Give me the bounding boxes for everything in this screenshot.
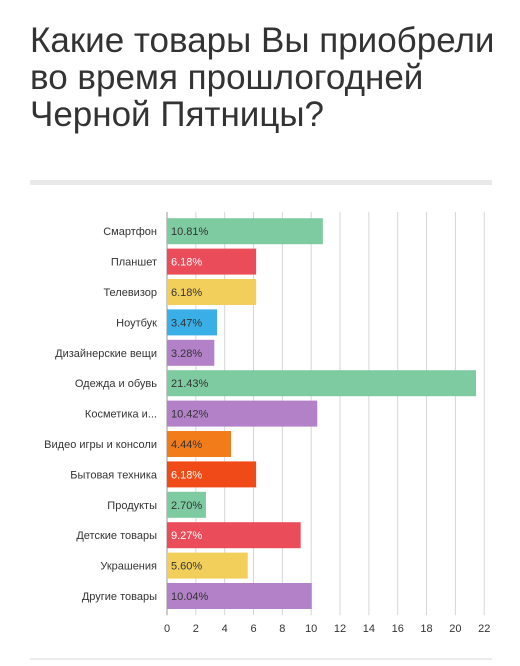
x-tick-label: 0	[164, 623, 170, 635]
x-tick-label: 20	[449, 623, 461, 635]
category-label: Продукты	[107, 500, 157, 512]
category-label: Ноутбук	[116, 317, 157, 329]
x-tick-label: 18	[420, 623, 432, 635]
bar	[167, 309, 218, 336]
category-label: Смартфон	[103, 226, 157, 238]
bar-value-label: 3.28%	[171, 348, 202, 360]
bar	[167, 461, 257, 488]
x-tick-label: 8	[279, 623, 285, 635]
category-label: Другие товары	[82, 591, 157, 603]
bar-value-label: 10.42%	[171, 409, 209, 421]
category-label: Детские товары	[76, 530, 157, 542]
bar	[167, 400, 318, 427]
bar	[167, 248, 257, 275]
category-label: Бытовая техника	[70, 469, 158, 481]
bar	[167, 522, 301, 549]
category-label: Одежда и обувь	[75, 378, 157, 390]
bars: 10.81% 6.18% 6.18% 3.47% 3.28% 21.43% 10.42% 4.…	[167, 218, 477, 609]
category-label: Украшения	[100, 561, 157, 573]
bar	[167, 339, 215, 366]
x-tick-label: 16	[392, 623, 404, 635]
bar	[167, 279, 257, 305]
bar-value-label: 9.27%	[171, 530, 202, 542]
bar-value-label: 4.44%	[171, 439, 202, 451]
x-tick-label: 14	[363, 623, 375, 635]
title-divider	[30, 180, 492, 185]
category-labels: Смартфон Планшет Телевизор Ноутбук Дизайнерс…	[44, 226, 158, 603]
page-title: Какие товары Вы приобрели во время прошл…	[30, 21, 495, 134]
bar-value-label: 5.60%	[171, 561, 202, 573]
bar-value-label: 10.81%	[171, 226, 209, 238]
bar-value-label: 21.43%	[171, 378, 209, 390]
bar	[167, 583, 312, 609]
bar	[167, 431, 232, 457]
x-tick-label: 12	[334, 623, 346, 635]
bar	[167, 491, 206, 518]
bar	[167, 370, 477, 397]
bar-chart: 10.81% 6.18% 6.18% 3.47% 3.28% 21.43% 10.42% 4.…	[44, 212, 490, 635]
category-label: Косметика и...	[85, 409, 157, 421]
bar	[167, 218, 323, 245]
bar-value-label: 6.18%	[171, 469, 202, 481]
category-label: Видео игры и консоли	[44, 439, 157, 451]
category-label: Планшет	[111, 257, 157, 269]
x-tick-label: 2	[193, 623, 199, 635]
x-tick-label: 10	[305, 623, 317, 635]
x-tick-label: 4	[222, 623, 228, 635]
bar-value-label: 6.18%	[171, 287, 202, 299]
x-tick-label: 22	[478, 623, 490, 635]
category-label: Телевизор	[103, 287, 157, 299]
bottom-divider	[30, 658, 492, 660]
x-axis-ticks: 0 2 4 6 8 10 12 14 16 18 20 22	[164, 623, 490, 635]
bar	[167, 552, 248, 579]
bar-value-label: 2.70%	[171, 500, 202, 512]
category-label: Дизайнерские вещи	[55, 348, 157, 360]
bar-value-label: 3.47%	[171, 317, 202, 329]
bar-value-label: 10.04%	[171, 591, 209, 603]
bar-value-label: 6.18%	[171, 257, 202, 269]
x-tick-label: 6	[250, 623, 256, 635]
